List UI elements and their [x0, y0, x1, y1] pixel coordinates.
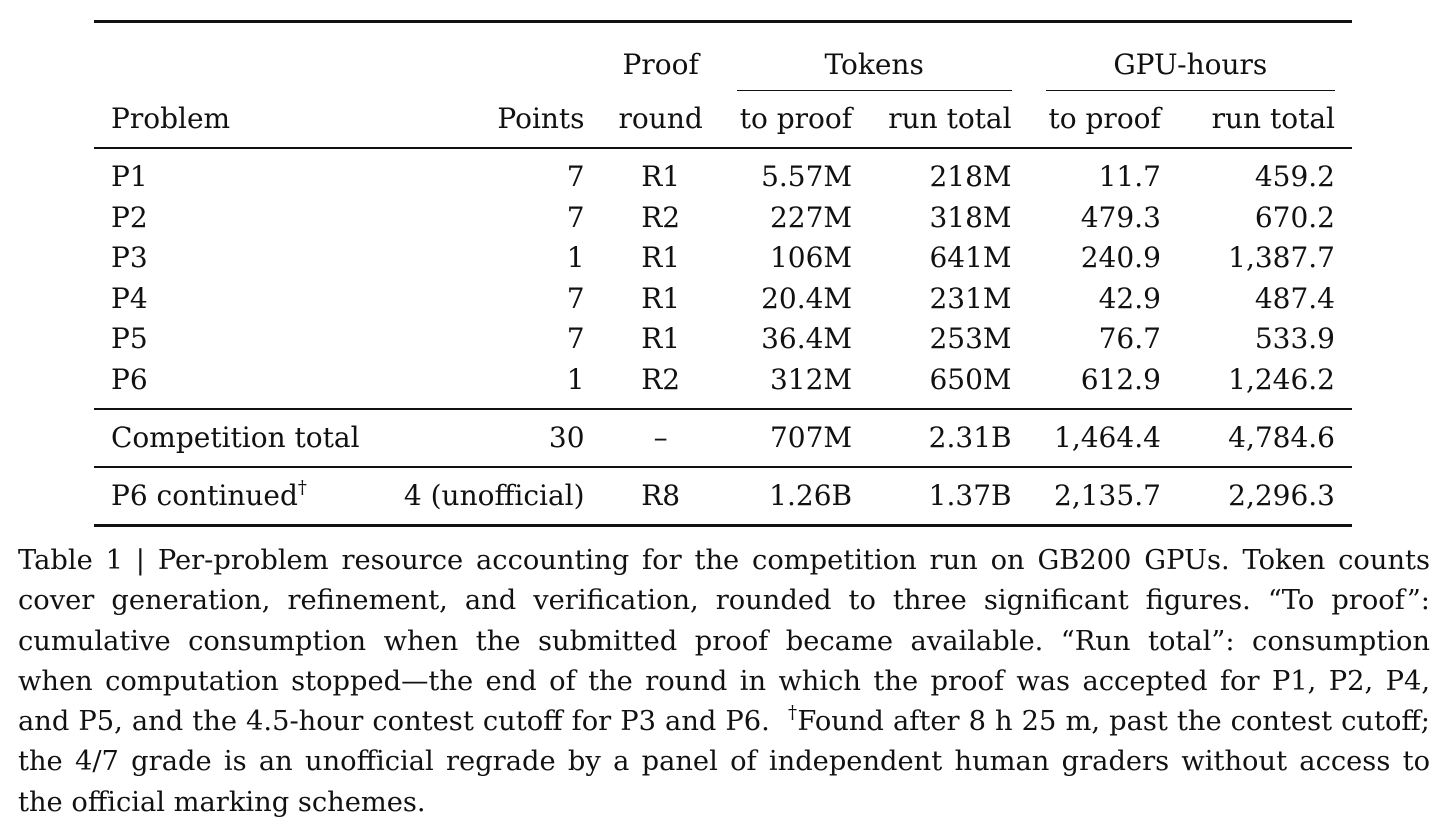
points-cell: 1 — [566, 241, 585, 275]
tokens-group-rule — [736, 90, 1012, 91]
points-cell: 7 — [566, 281, 585, 315]
round-cell: R1 — [641, 241, 681, 275]
gpu-to-proof-cell: 240.9 — [1080, 241, 1161, 275]
points-cell: 4 (unofficial) — [382, 466, 602, 527]
caption-line-part: Found after 8 h 25 m, past the contest c… — [797, 706, 1430, 738]
table-row: P4 7 R1 20.4M 231M 42.9 487.4 — [94, 279, 1352, 320]
gpu-to-proof-header: to proof — [1048, 102, 1161, 135]
gpu-group-header: GPU-hours — [1028, 20, 1352, 91]
competition-total-row: Competition total 30 – 707M 2.31B 1,464.… — [94, 408, 1352, 467]
round-cell: – — [601, 408, 720, 467]
round-cell: R1 — [601, 147, 720, 198]
gpu-run-total-cell: 1,246.2 — [1228, 362, 1335, 396]
round-cell: R1 — [641, 281, 681, 315]
caption-dagger-mark: † — [788, 702, 798, 724]
caption-line: when computation stopped—the end of the … — [18, 665, 1430, 697]
gpu-to-proof-cell: 76.7 — [1098, 322, 1161, 356]
gpu-to-proof-cell: 2,135.7 — [1028, 466, 1178, 527]
table-caption: Table 1 | Per-problem resource accountin… — [18, 541, 1430, 823]
table-row: P1 7 R1 5.57M 218M 11.7 459.2 — [94, 147, 1352, 198]
round-cell: R1 — [641, 322, 681, 356]
problem-cell: Competition total — [94, 408, 383, 467]
tokens-to-proof-cell: 1.26B — [719, 466, 870, 527]
tokens-group-header: Tokens — [719, 20, 1029, 91]
tokens-to-proof-cell: 227M — [769, 200, 853, 234]
problem-cell: P6 — [111, 362, 148, 396]
problem-cell: P1 — [94, 147, 383, 198]
problem-header: Problem — [111, 102, 231, 135]
gpu-to-proof-cell: 11.7 — [1028, 147, 1178, 198]
table-row: P6 1 R2 312M 650M 612.9 1,246.2 — [94, 360, 1352, 410]
gpu-to-proof-cell: 42.9 — [1098, 281, 1161, 315]
gpu-to-proof-cell: 479.3 — [1080, 200, 1161, 234]
caption-line: the 4/7 grade is an unofficial regrade b… — [18, 746, 1430, 778]
caption-line: cumulative consumption when the submitte… — [18, 625, 1430, 657]
tokens-run-total-cell: 253M — [929, 322, 1012, 356]
round-cell: R8 — [601, 466, 720, 527]
tokens-to-proof-cell: 20.4M — [761, 281, 853, 315]
tokens-to-proof-cell: 106M — [769, 241, 853, 275]
tokens-to-proof-cell: 36.4M — [761, 322, 853, 356]
problem-cell: P2 — [111, 200, 148, 234]
tokens-to-proof-cell: 312M — [769, 362, 853, 396]
gpu-to-proof-cell: 612.9 — [1080, 362, 1161, 396]
caption-line: Table 1 | Per-problem resource accountin… — [18, 545, 1430, 576]
points-cell: 7 — [382, 147, 602, 198]
resource-table-container: Proof Tokens GPU-hours Problem Points ro… — [94, 20, 1352, 527]
gpu-run-total-cell: 2,296.3 — [1177, 466, 1352, 527]
problem-cell: P6 continued† — [94, 466, 383, 527]
round-cell: R2 — [641, 200, 681, 234]
gpu-run-total-cell: 4,784.6 — [1177, 408, 1352, 467]
header-row-top: Proof Tokens GPU-hours — [94, 20, 1352, 91]
gpu-run-total-cell: 487.4 — [1254, 281, 1335, 315]
dagger-mark: † — [297, 477, 307, 498]
gpu-to-proof-cell: 1,464.4 — [1028, 408, 1178, 467]
points-cell: 30 — [382, 408, 602, 467]
caption-line-with-footnote: and P5, and the 4.5-hour contest cutoff … — [18, 702, 1430, 742]
problem-label: P6 continued — [111, 479, 298, 512]
tokens-run-total-cell: 1.37B — [869, 466, 1029, 527]
gpu-group-rule — [1045, 90, 1335, 91]
tokens-run-total-cell: 650M — [929, 362, 1012, 396]
round-header: round — [618, 102, 703, 135]
table-row: P5 7 R1 36.4M 253M 76.7 533.9 — [94, 319, 1352, 360]
gpu-run-total-cell: 1,387.7 — [1228, 241, 1335, 275]
caption-line-part: and P5, and the 4.5-hour contest cutoff … — [18, 706, 770, 738]
tokens-run-total-cell: 318M — [929, 200, 1012, 234]
points-cell: 7 — [566, 322, 585, 356]
problem-cell: P4 — [111, 281, 148, 315]
gpu-run-total-cell: 670.2 — [1254, 200, 1335, 234]
header-row-bottom: Problem Points round to proof run total … — [94, 91, 1352, 148]
tokens-to-proof-header: to proof — [739, 102, 853, 135]
gpu-run-total-cell: 533.9 — [1254, 322, 1335, 356]
gpu-group-label: GPU-hours — [1113, 48, 1268, 81]
table-row: P3 1 R1 106M 641M 240.9 1,387.7 — [94, 238, 1352, 279]
points-header: Points — [497, 102, 585, 135]
tokens-run-total-cell: 2.31B — [869, 408, 1029, 467]
p6-continued-row: P6 continued† 4 (unofficial) R8 1.26B 1.… — [94, 466, 1352, 527]
problem-cell: P5 — [111, 322, 148, 356]
gpu-run-total-header: run total — [1211, 102, 1335, 135]
proof-header-top: Proof — [601, 20, 720, 91]
tokens-to-proof-cell: 5.57M — [719, 147, 870, 198]
tokens-run-total-cell: 641M — [929, 241, 1012, 275]
points-cell: 1 — [566, 362, 585, 396]
resource-table: Proof Tokens GPU-hours Problem Points ro… — [94, 20, 1352, 527]
caption-line: the official marking schemes. — [18, 786, 426, 818]
round-cell: R2 — [641, 362, 681, 396]
tokens-run-total-cell: 231M — [929, 281, 1012, 315]
tokens-run-total-header: run total — [888, 102, 1012, 135]
tokens-run-total-cell: 218M — [869, 147, 1029, 198]
table-row: P2 7 R2 227M 318M 479.3 670.2 — [94, 198, 1352, 239]
problem-cell: P3 — [111, 241, 148, 275]
points-cell: 7 — [566, 200, 585, 234]
gpu-run-total-cell: 459.2 — [1177, 147, 1352, 198]
tokens-to-proof-cell: 707M — [719, 408, 870, 467]
tokens-group-label: Tokens — [824, 48, 924, 81]
caption-line: cover generation, refinement, and verifi… — [18, 585, 1430, 617]
